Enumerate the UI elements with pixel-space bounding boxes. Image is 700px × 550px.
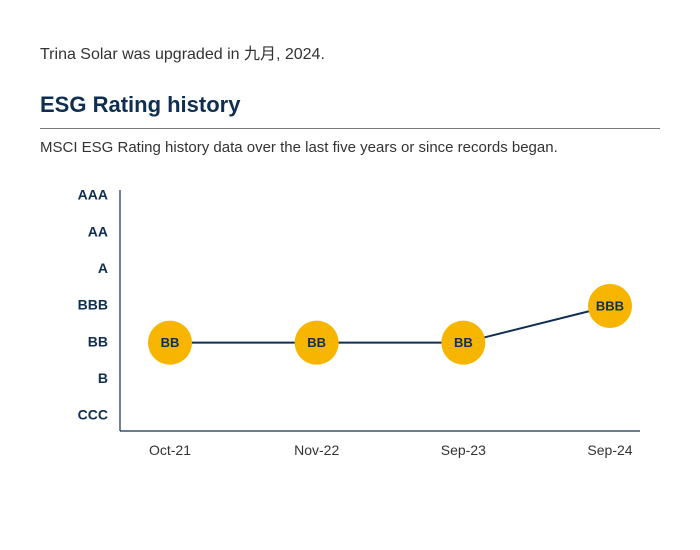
chart-svg: AAAAAABBBBBBCCCBBBBBBBBBOct-21Nov-22Sep-… bbox=[40, 186, 660, 486]
y-axis-label: AAA bbox=[78, 187, 108, 203]
y-axis-label: AA bbox=[88, 223, 108, 239]
section-rule bbox=[40, 128, 660, 129]
y-axis-label: BB bbox=[88, 333, 108, 349]
y-axis-label: CCC bbox=[78, 407, 108, 423]
rating-marker-label: BBB bbox=[596, 299, 624, 314]
rating-marker-label: BB bbox=[307, 335, 326, 350]
y-axis-label: A bbox=[98, 260, 108, 276]
y-axis-label: B bbox=[98, 370, 108, 386]
rating-marker-label: BB bbox=[454, 335, 473, 350]
section-subtitle: MSCI ESG Rating history data over the la… bbox=[40, 139, 660, 156]
section-title: ESG Rating history bbox=[40, 92, 660, 118]
x-axis-label: Sep-24 bbox=[587, 442, 632, 458]
x-axis-label: Sep-23 bbox=[441, 442, 486, 458]
x-axis-label: Nov-22 bbox=[294, 442, 339, 458]
rating-marker-label: BB bbox=[161, 335, 180, 350]
x-axis-label: Oct-21 bbox=[149, 442, 191, 458]
rating-history-chart: AAAAAABBBBBBCCCBBBBBBBBBOct-21Nov-22Sep-… bbox=[40, 186, 660, 486]
rating-line bbox=[170, 306, 610, 343]
y-axis-label: BBB bbox=[78, 297, 108, 313]
intro-text: Trina Solar was upgraded in 九月, 2024. bbox=[40, 40, 660, 64]
